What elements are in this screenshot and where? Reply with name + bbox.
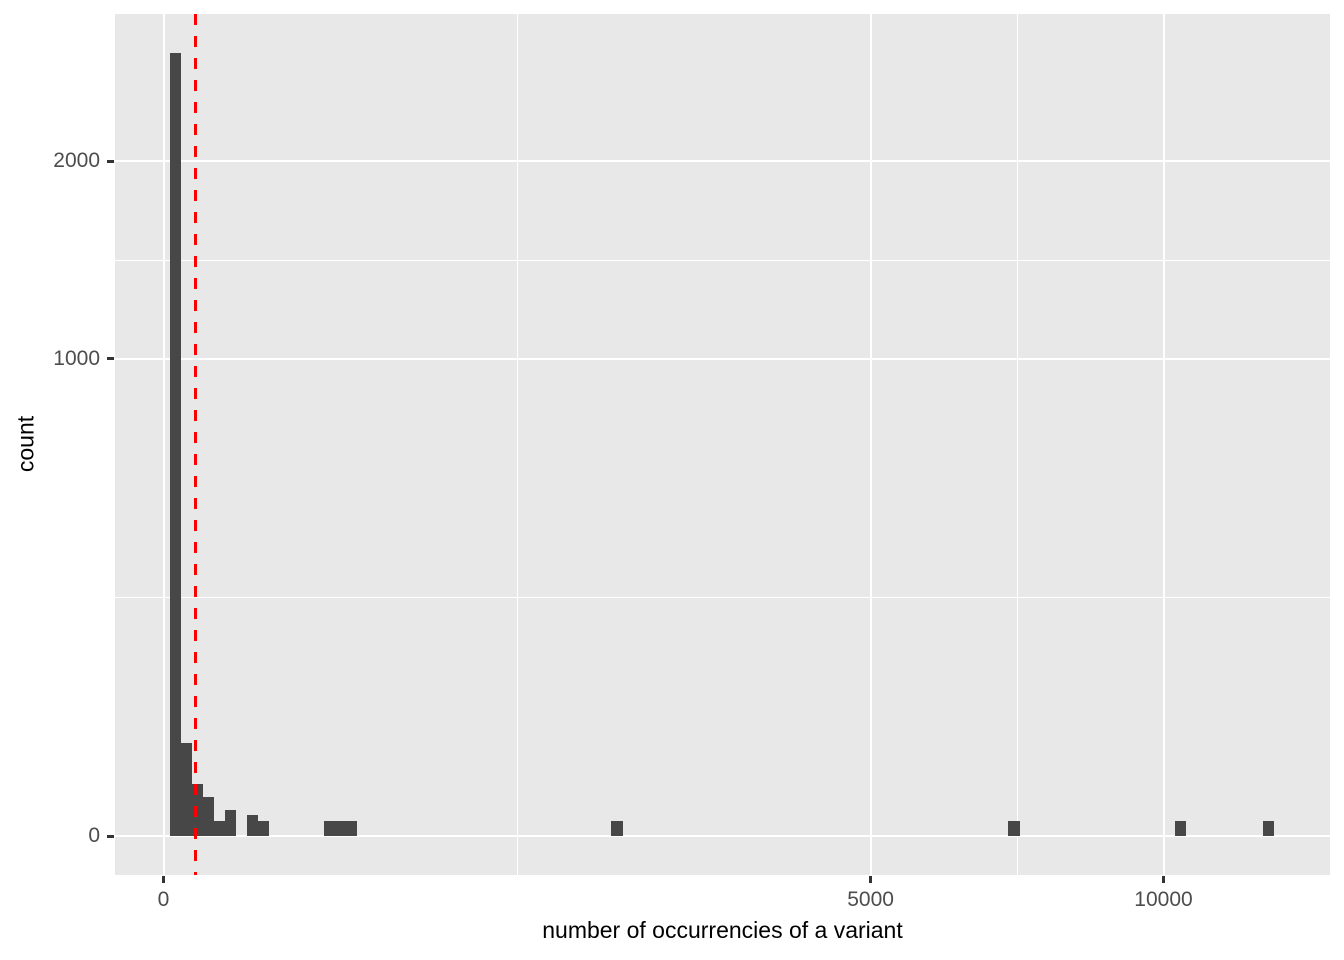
- histogram-bar: [1174, 821, 1186, 837]
- histogram-bar: [169, 53, 182, 837]
- histogram-bar: [181, 743, 192, 837]
- histogram-bar: [257, 821, 269, 837]
- y-tick-mark: [107, 159, 114, 163]
- plot-panel: [115, 14, 1330, 875]
- x-tick-label: 10000: [1134, 888, 1193, 911]
- x-major-gridline: [1162, 14, 1165, 875]
- x-major-gridline: [869, 14, 872, 875]
- x-tick-mark: [162, 876, 165, 883]
- x-minor-gridline: [516, 14, 518, 875]
- y-tick-label: 2000: [53, 149, 100, 173]
- y-major-gridline: [115, 835, 1330, 838]
- y-major-gridline: [115, 160, 1330, 163]
- x-major-gridline: [162, 14, 165, 875]
- reference-vline: [194, 14, 198, 875]
- x-minor-gridline: [1016, 14, 1018, 875]
- y-minor-gridline: [115, 259, 1330, 261]
- histogram-bar: [1262, 821, 1274, 837]
- x-tick-label: 5000: [847, 888, 894, 911]
- histogram-bar: [202, 796, 214, 837]
- y-tick-label: 1000: [53, 346, 100, 370]
- histogram-bar: [610, 821, 623, 837]
- y-minor-gridline: [115, 597, 1330, 599]
- histogram-bar: [1008, 821, 1020, 837]
- histogram-bar: [213, 821, 225, 837]
- x-tick-label: 0: [157, 888, 170, 911]
- histogram-bar: [191, 784, 203, 837]
- y-axis-title: count: [12, 415, 39, 473]
- x-tick-mark: [1162, 876, 1165, 883]
- y-tick-label: 0: [88, 824, 100, 848]
- y-tick-mark: [107, 357, 114, 361]
- x-tick-mark: [869, 876, 873, 883]
- x-axis-title: number of occurrencies of a variant: [542, 917, 903, 943]
- histogram-bar: [224, 810, 236, 837]
- histogram-bar: [246, 815, 258, 837]
- histogram-bar: [323, 821, 357, 837]
- y-major-gridline: [115, 357, 1330, 360]
- y-tick-mark: [107, 834, 114, 838]
